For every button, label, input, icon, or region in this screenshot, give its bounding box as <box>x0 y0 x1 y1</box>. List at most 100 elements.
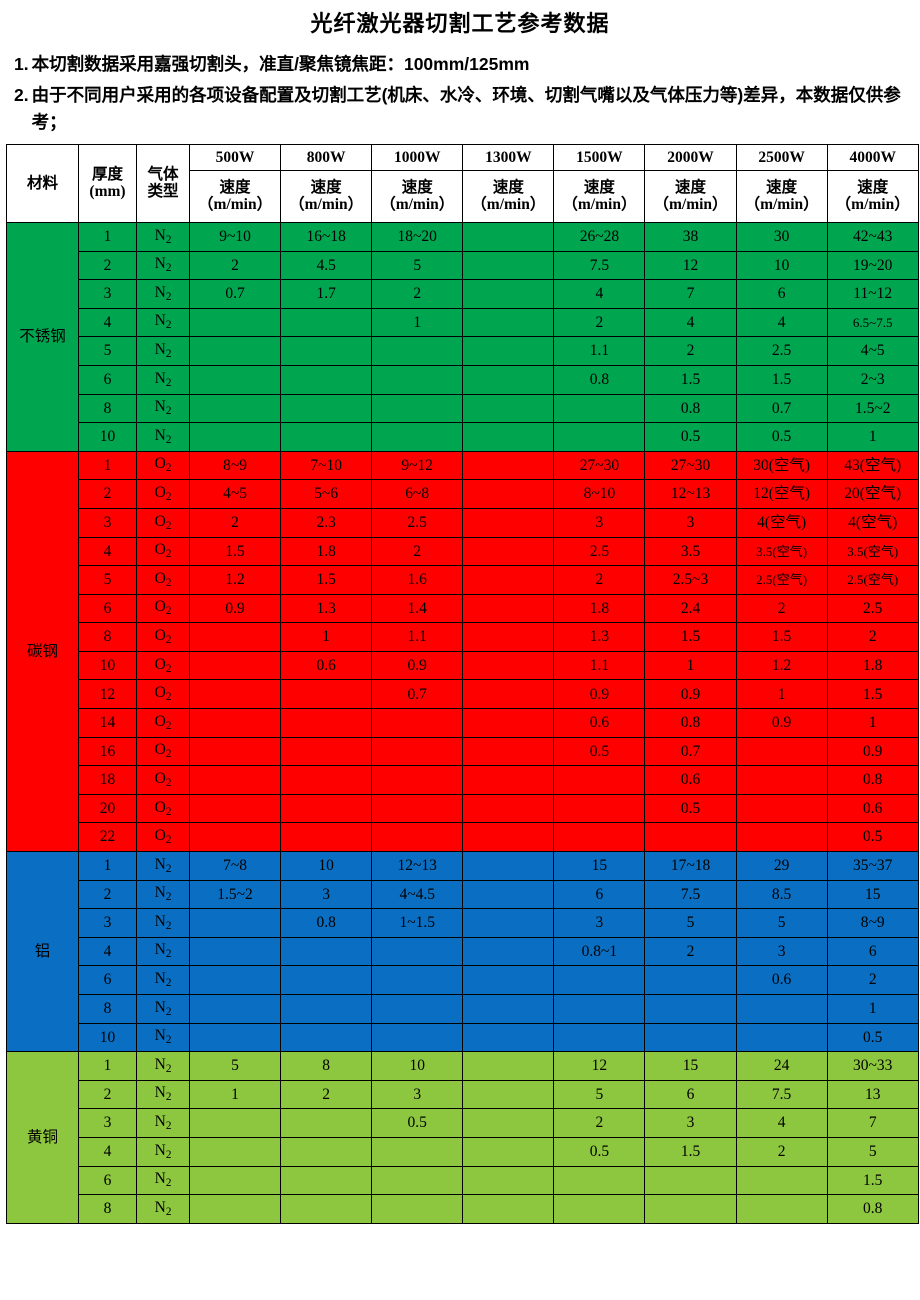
gas-type-cell: O2 <box>136 679 190 710</box>
speed-cell-4000w: 1.5~2 <box>826 393 919 424</box>
thickness-cell: 8 <box>78 622 137 652</box>
speed-cell-800w <box>280 765 373 795</box>
speed-cell-1500w: 8~10 <box>553 479 646 509</box>
thickness-cell: 6 <box>78 593 137 624</box>
note-item: 1. 本切割数据采用嘉强切割头，准直/聚焦镜焦距：100mm/125mm <box>14 51 912 78</box>
speed-cell-800w <box>280 736 373 767</box>
speed-cell-1300w <box>462 994 555 1024</box>
speed-cell-2500w: 10 <box>735 250 828 281</box>
header-speed-2000w: 速度 （m/min） <box>644 169 737 223</box>
header-gas-line1: 气体 <box>147 166 179 184</box>
speed-cell-4000w: 2.5 <box>826 593 919 624</box>
table-row: 6 O2 0.9 1.3 1.4 1.8 2.4 2 2.5 <box>7 593 919 624</box>
header-speed-unit: （m/min） <box>289 196 364 214</box>
speed-cell-4000w: 42~43 <box>826 221 919 252</box>
table-row: 铝 1 N2 7~8 10 12~13 15 17~18 29 35~37 <box>6 851 919 1053</box>
speed-cell-1300w <box>462 965 555 995</box>
speed-cell-1300w <box>462 822 555 853</box>
speed-cell-1000w: 3 <box>371 1079 464 1110</box>
thickness-cell: 16 <box>78 736 137 767</box>
gas-type-cell: N2 <box>136 364 190 395</box>
speed-cell-4000w: 11~12 <box>826 279 919 309</box>
speed-cell-500w <box>188 708 282 738</box>
speed-cell-500w <box>188 422 282 452</box>
speed-cell-2000w: 3 <box>644 507 737 538</box>
gas-subscript: 2 <box>165 1062 172 1075</box>
speed-cell-1000w: 2 <box>371 279 464 309</box>
header-speed-2500w: 速度 （m/min） <box>735 169 828 223</box>
speed-cell-800w <box>280 393 373 424</box>
header-row-speed: 速度 （m/min） 速度 （m/min） 速度 （m/min） 速度 （m/min） 速度 （m… <box>7 169 919 223</box>
gas-subscript: 2 <box>165 748 172 761</box>
speed-cell-4000w: 19~20 <box>826 250 919 281</box>
speed-cell-1000w <box>371 793 464 824</box>
speed-cell-1500w: 1.1 <box>553 650 646 681</box>
header-power-2000w: 2000W <box>644 143 737 171</box>
gas-subscript: 2 <box>165 777 172 790</box>
gas-type-cell: O2 <box>136 593 190 624</box>
speed-cell-1500w <box>553 1165 646 1196</box>
speed-cell-500w: 1 <box>188 1079 282 1110</box>
speed-cell-2000w <box>644 1022 737 1053</box>
gas-subscript: 2 <box>165 977 172 990</box>
speed-cell-2500w: 8.5 <box>735 879 828 910</box>
gas-subscript: 2 <box>165 319 172 332</box>
speed-cell-800w <box>280 793 373 824</box>
gas-subscript: 2 <box>165 462 172 475</box>
speed-cell-2500w <box>735 1194 828 1224</box>
speed-cell-500w <box>188 822 282 853</box>
speed-cell-1300w <box>462 422 555 452</box>
header-speed-label: 速度 <box>492 179 524 197</box>
speed-cell-1500w: 0.5 <box>553 736 646 767</box>
gas-subscript: 2 <box>165 948 172 961</box>
speed-cell-1000w <box>371 708 464 738</box>
material-name-cell: 碳钢 <box>6 450 79 853</box>
speed-cell-1500w <box>553 994 646 1024</box>
speed-cell-1500w <box>553 793 646 824</box>
gas-subscript: 2 <box>165 262 172 275</box>
speed-cell-2500w: 0.6 <box>735 965 828 995</box>
speed-cell-800w: 1.7 <box>280 279 373 309</box>
thickness-cell: 10 <box>78 422 137 452</box>
thickness-cell: 1 <box>78 851 137 881</box>
thickness-cell: 6 <box>78 364 137 395</box>
speed-cell-1000w <box>371 1136 464 1167</box>
speed-cell-500w <box>188 650 282 681</box>
speed-cell-1300w <box>462 364 555 395</box>
gas-type-cell: O2 <box>136 536 190 567</box>
table-row: 8 N2 0.8 0.7 1.5~2 <box>7 393 919 424</box>
gas-subscript: 2 <box>165 548 172 561</box>
speed-cell-1300w <box>462 565 555 595</box>
material-name-cell: 铝 <box>6 851 79 1053</box>
speed-cell-2500w <box>735 736 828 767</box>
table-head: 材料 厚度 (mm) 气体 类型 500W 800W 1000W 1300W 1… <box>6 143 919 223</box>
gas-subscript: 2 <box>165 605 172 618</box>
speed-cell-800w: 8 <box>280 1051 373 1081</box>
gas-type-cell: N2 <box>136 1165 190 1196</box>
speed-cell-500w: 2 <box>188 507 282 538</box>
speed-cell-2000w: 4 <box>644 307 737 338</box>
speed-cell-1300w <box>462 250 555 281</box>
speed-cell-1500w: 12 <box>553 1051 646 1081</box>
speed-cell-1500w: 0.5 <box>553 1136 646 1167</box>
table-row: 碳钢 1 O2 8~9 7~10 9~12 27~30 27~30 30(空气) 43(空气) <box>6 450 919 853</box>
gas-type-cell: N2 <box>136 965 190 995</box>
thickness-cell: 3 <box>78 279 137 309</box>
note-text: 本切割数据采用嘉强切割头，准直/聚焦镜焦距：100mm/125mm <box>31 53 530 74</box>
speed-cell-800w <box>280 1194 373 1224</box>
speed-cell-1300w <box>462 1108 555 1138</box>
header-speed-label: 速度 <box>219 179 251 197</box>
table-row: 2 N2 2 4.5 5 7.5 12 10 19~20 <box>7 250 919 281</box>
speed-cell-2000w: 15 <box>644 1051 737 1081</box>
speed-cell-500w: 5 <box>188 1051 282 1081</box>
speed-cell-1000w: 9~12 <box>371 450 464 481</box>
speed-cell-1300w <box>462 479 555 509</box>
table-row: 4 N2 1 2 4 4 6.5~7.5 <box>7 307 919 338</box>
thickness-cell: 8 <box>78 994 137 1024</box>
speed-cell-1000w <box>371 393 464 424</box>
thickness-cell: 8 <box>78 393 137 424</box>
speed-cell-800w: 2.3 <box>280 507 373 538</box>
speed-cell-800w <box>280 307 373 338</box>
speed-cell-500w: 9~10 <box>188 221 282 252</box>
